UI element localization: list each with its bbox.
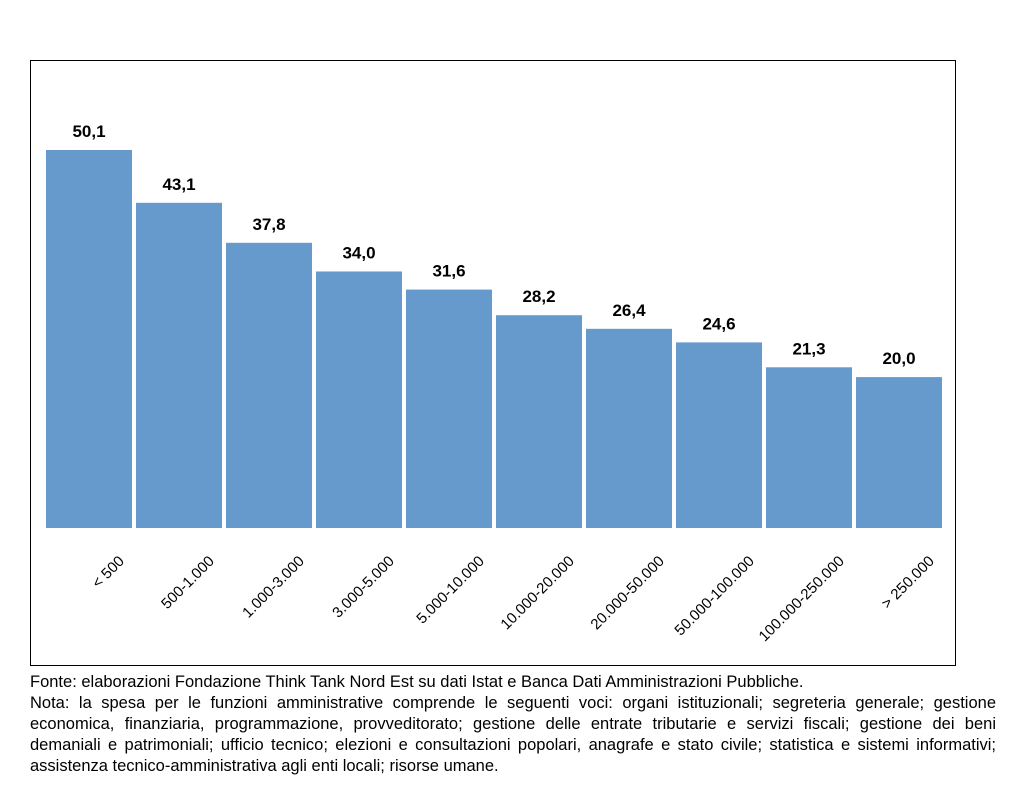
value-label-8: 21,3 bbox=[792, 339, 825, 358]
value-label-2: 37,8 bbox=[252, 215, 285, 234]
value-label-3: 34,0 bbox=[342, 243, 375, 262]
category-label-3: 3.000-5.000 bbox=[329, 553, 398, 622]
bar-7 bbox=[676, 342, 762, 528]
category-label-8: 100.000-250.000 bbox=[756, 553, 848, 645]
bar-6 bbox=[586, 328, 672, 528]
bar-2 bbox=[226, 242, 312, 528]
value-label-0: 50,1 bbox=[72, 122, 105, 141]
category-label-0: < 500 bbox=[89, 553, 128, 592]
category-label-9: > 250.000 bbox=[878, 553, 938, 613]
value-label-5: 28,2 bbox=[522, 287, 555, 306]
category-label-7: 50.000-100.000 bbox=[671, 553, 757, 639]
value-label-6: 26,4 bbox=[612, 301, 646, 320]
category-label-1: 500-1.000 bbox=[158, 553, 218, 613]
bar-0 bbox=[46, 150, 132, 528]
category-label-2: 1.000-3.000 bbox=[239, 553, 308, 622]
category-label-4: 5.000-10.000 bbox=[413, 553, 488, 628]
notes-block: Fonte: elaborazioni Fondazione Think Tan… bbox=[30, 672, 996, 777]
bar-4 bbox=[406, 289, 492, 528]
value-label-4: 31,6 bbox=[432, 262, 465, 281]
value-label-7: 24,6 bbox=[702, 314, 735, 333]
category-label-6: 20.000-50.000 bbox=[587, 553, 667, 633]
bar-3 bbox=[316, 271, 402, 528]
chart-frame bbox=[30, 60, 956, 666]
explanatory-note: Nota: la spesa per le funzioni amministr… bbox=[30, 694, 996, 775]
category-label-5: 10.000-20.000 bbox=[497, 553, 577, 633]
value-label-1: 43,1 bbox=[162, 175, 195, 194]
bar-8 bbox=[766, 367, 852, 528]
bar-chart: 50,1 43,1 37,8 34,0 31,6 28,2 26,4 24,6 21,3 20,0… bbox=[46, 122, 942, 645]
value-label-9: 20,0 bbox=[882, 349, 915, 368]
bar-9 bbox=[856, 377, 942, 528]
bar-5 bbox=[496, 315, 582, 528]
bar-1 bbox=[136, 202, 222, 528]
source-note: Fonte: elaborazioni Fondazione Think Tan… bbox=[30, 673, 804, 691]
